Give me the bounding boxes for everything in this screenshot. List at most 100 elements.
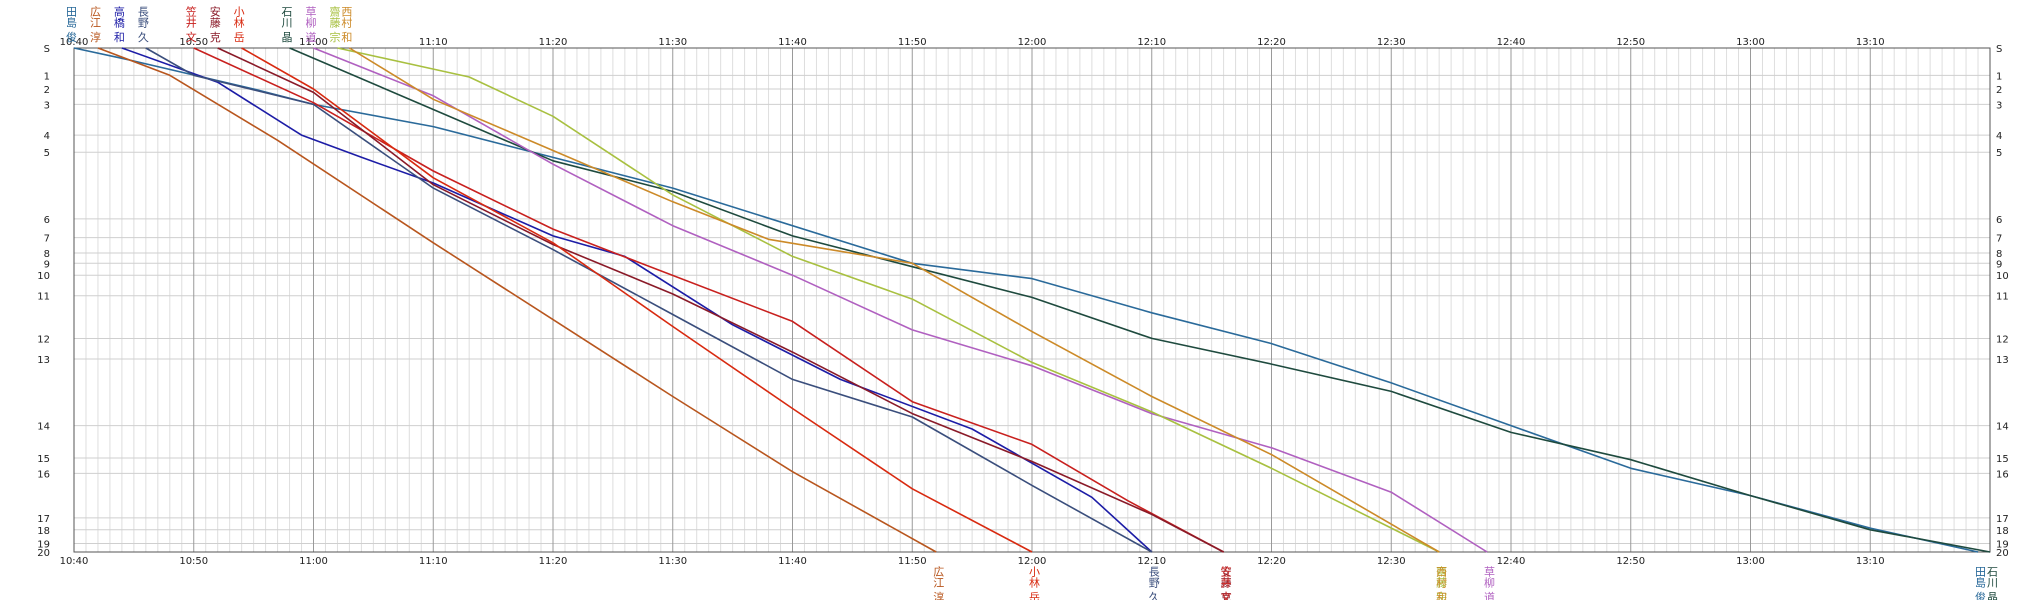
x-tick-label-top: 12:40 — [1497, 37, 1526, 48]
y-tick-label-left: 10 — [37, 271, 50, 282]
series-line-3 — [121, 47, 1153, 553]
y-tick-label-left: 18 — [37, 526, 50, 537]
x-tick-label-bottom: 12:00 — [1018, 556, 1047, 567]
x-tick-label-top: 11:40 — [778, 37, 807, 48]
minor-grid — [85, 48, 1979, 552]
x-tick-label-top: 10:50 — [179, 37, 208, 48]
start-runner-name: 高橋 和 — [112, 5, 125, 43]
series-line-8 — [289, 47, 1991, 553]
y-tick-label-left: 8 — [44, 249, 50, 260]
y-tick-label-right: 7 — [1996, 234, 2002, 245]
y-tick-label-right: 2 — [1996, 85, 2002, 96]
x-tick-label-top: 12:20 — [1257, 37, 1286, 48]
y-tick-label-left: S — [44, 44, 50, 55]
start-runner-name: 齋藤 宗 — [328, 5, 341, 43]
start-runner-name: 草柳 道 — [304, 6, 317, 43]
y-tick-label-right: 12 — [1996, 334, 2009, 345]
y-tick-label-left: 16 — [37, 469, 50, 480]
x-tick-label-top: 12:50 — [1616, 37, 1645, 48]
x-tick-label-top: 11:20 — [539, 37, 568, 48]
x-tick-label-bottom: 12:10 — [1137, 556, 1166, 567]
finish-runner-name: 西村 和 — [1435, 566, 1448, 600]
y-tick-label-right: 3 — [1996, 100, 2002, 111]
x-tick-label-bottom: 13:10 — [1856, 556, 1885, 567]
series-line-4 — [145, 47, 1153, 553]
y-tick-label-right: 20 — [1996, 548, 2009, 559]
x-tick-label-top: 13:00 — [1736, 37, 1765, 48]
x-tick-label-bottom: 11:10 — [419, 556, 448, 567]
y-tick-label-left: 5 — [44, 148, 50, 159]
x-tick-label-top: 13:10 — [1856, 37, 1885, 48]
x-tick-label-bottom: 12:30 — [1377, 556, 1406, 567]
series-line-10 — [337, 47, 1440, 553]
y-tick-label-left: 4 — [44, 131, 50, 142]
y-tick-label-right: 16 — [1996, 469, 2009, 480]
x-tick-label-top: 12:30 — [1377, 37, 1406, 48]
y-tick-label-right: 1 — [1996, 71, 2002, 82]
finish-runner-name: 小林 岳 — [1028, 566, 1041, 600]
y-tick-label-right: 8 — [1996, 249, 2002, 260]
start-runner-name: 西村 和 — [340, 6, 353, 43]
series-line-2 — [97, 47, 937, 553]
x-tick-label-bottom: 11:50 — [898, 556, 927, 567]
y-tick-label-right: 6 — [1996, 215, 2002, 226]
x-axis-top: 10:40 10:50 11:00 11:10 11:20 11:30 11:40 11:50… — [60, 37, 1885, 48]
y-tick-label-right: 4 — [1996, 131, 2002, 142]
x-tick-label-bottom: 11:20 — [539, 556, 568, 567]
series-line-9 — [313, 47, 1488, 553]
x-tick-label-top: 11:30 — [658, 37, 687, 48]
x-tick-label-top: 11:10 — [419, 37, 448, 48]
x-tick-label-bottom: 13:00 — [1736, 556, 1765, 567]
y-tick-label-right: 11 — [1996, 292, 2009, 303]
y-tick-label-left: 13 — [37, 355, 50, 366]
y-tick-label-left: 1 — [44, 71, 50, 82]
start-runner-name: 安藤 克 — [208, 5, 221, 43]
start-runner-name: 広江 淳 — [88, 6, 101, 43]
y-tick-label-right: 19 — [1996, 539, 2009, 550]
y-tick-label-right: 18 — [1996, 526, 2009, 537]
start-runner-name: 田島 俊 — [65, 6, 78, 43]
x-tick-label-top: 12:10 — [1137, 37, 1166, 48]
finish-runner-name: 齋藤 宗 — [1435, 565, 1448, 600]
series-line-6 — [217, 47, 1224, 553]
x-tick-label-bottom: 10:50 — [179, 556, 208, 567]
x-tick-label-top: 10:40 — [60, 37, 89, 48]
x-tick-label-bottom: 12:40 — [1497, 556, 1526, 567]
y-tick-label-left: 17 — [37, 514, 50, 525]
y-tick-label-right: 15 — [1996, 454, 2009, 465]
x-tick-label-bottom: 10:40 — [60, 556, 89, 567]
finish-name-labels: 広江 淳 小林 岳 長野 久 安藤 克笠井 文 齋藤 宗西村 和 草柳 道 田島 俊石川 晶 — [932, 565, 1999, 600]
y-tick-label-left: 11 — [37, 292, 50, 303]
series-line-11 — [348, 47, 1440, 553]
finish-runner-name: 長野 久 — [1147, 566, 1160, 600]
y-tick-label-right: S — [1996, 44, 2002, 55]
y-tick-label-right: 13 — [1996, 355, 2009, 366]
y-tick-label-left: 2 — [44, 85, 50, 96]
x-tick-label-top: 11:50 — [898, 37, 927, 48]
y-tick-label-left: 15 — [37, 454, 50, 465]
y-tick-label-right: 10 — [1996, 271, 2009, 282]
start-runner-name: 笠井 文 — [184, 5, 197, 43]
finish-runner-name: 広江 淳 — [932, 566, 945, 600]
x-tick-label-bottom: 12:50 — [1616, 556, 1645, 567]
x-tick-label-bottom: 12:20 — [1257, 556, 1286, 567]
y-tick-label-right: 17 — [1996, 514, 2009, 525]
y-tick-label-left: 9 — [44, 259, 50, 270]
finish-runner-name: 草柳 道 — [1483, 566, 1496, 600]
series-line-5 — [193, 47, 1224, 553]
y-tick-label-right: 9 — [1996, 259, 2002, 270]
start-name-labels: 田島 俊広江 淳高橋 和長野 久 笠井 文安藤 克小林 岳 石川 晶草柳 道齋藤 宗… — [65, 5, 353, 43]
x-axis-bottom: 10:40 10:50 11:00 11:10 11:20 11:30 11:40 11:50… — [60, 556, 1885, 567]
x-tick-label-top: 11:00 — [299, 37, 328, 48]
x-tick-label-bottom: 11:30 — [658, 556, 687, 567]
x-tick-label-top: 12:00 — [1018, 37, 1047, 48]
finish-runner-name: 安藤 克 — [1219, 565, 1232, 600]
series-lines — [73, 47, 1991, 553]
y-tick-label-left: 6 — [44, 215, 50, 226]
y-tick-label-left: 19 — [37, 539, 50, 550]
finish-runner-name: 笠井 文 — [1219, 565, 1232, 600]
y-tick-label-left: 12 — [37, 334, 50, 345]
